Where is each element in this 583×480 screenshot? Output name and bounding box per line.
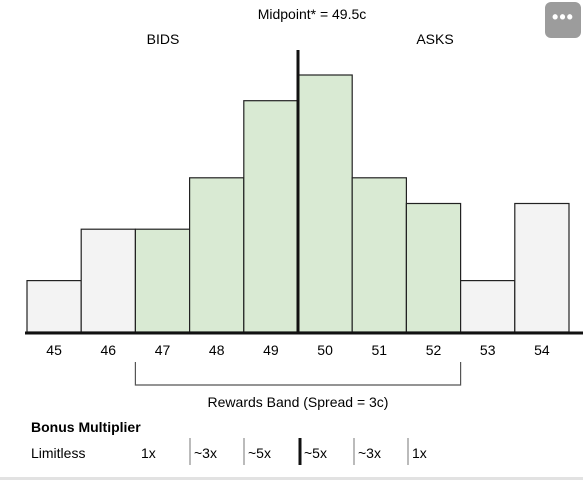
bar-51 (351, 177, 408, 333)
multiplier-value: ~3x (194, 445, 217, 461)
multiplier-value: 1x (412, 445, 427, 461)
x-tick-label: 46 (101, 342, 117, 358)
x-tick-label: 47 (155, 342, 171, 358)
rewards-band-label: Rewards Band (Spread = 3c) (208, 394, 389, 410)
x-tick-label: 53 (480, 342, 496, 358)
bar-52 (405, 202, 462, 333)
bar-50 (297, 74, 353, 333)
multiplier-row-label: Limitless (31, 445, 85, 461)
multiplier-value: ~5x (248, 445, 271, 461)
x-tick-label: 45 (46, 342, 62, 358)
bar-53 (460, 280, 516, 333)
x-tick-label: 50 (317, 342, 333, 358)
more-options-button[interactable]: ••• (545, 2, 581, 38)
footer-divider (0, 477, 583, 480)
bar-49 (243, 100, 299, 333)
x-tick-label: 54 (534, 342, 550, 358)
bar-54 (514, 202, 570, 333)
x-tick-label: 49 (263, 342, 279, 358)
bar-45 (26, 280, 82, 333)
asks-label: ASKS (416, 31, 453, 47)
more-horizontal-icon: ••• (552, 7, 574, 27)
multiplier-value: 1x (141, 445, 156, 461)
bar-47 (134, 228, 191, 333)
bar-48 (189, 177, 245, 333)
multiplier-value: ~5x (304, 445, 327, 461)
x-tick-label: 48 (209, 342, 225, 358)
multiplier-title: Bonus Multiplier (31, 419, 141, 435)
multiplier-value: ~3x (358, 445, 381, 461)
bar-46 (80, 228, 136, 333)
x-tick-label: 52 (426, 342, 442, 358)
rewards-band-bracket (134, 362, 462, 386)
x-tick-label: 51 (372, 342, 388, 358)
bids-label: BIDS (147, 31, 180, 47)
chart-title: Midpoint* = 49.5c (258, 6, 367, 22)
